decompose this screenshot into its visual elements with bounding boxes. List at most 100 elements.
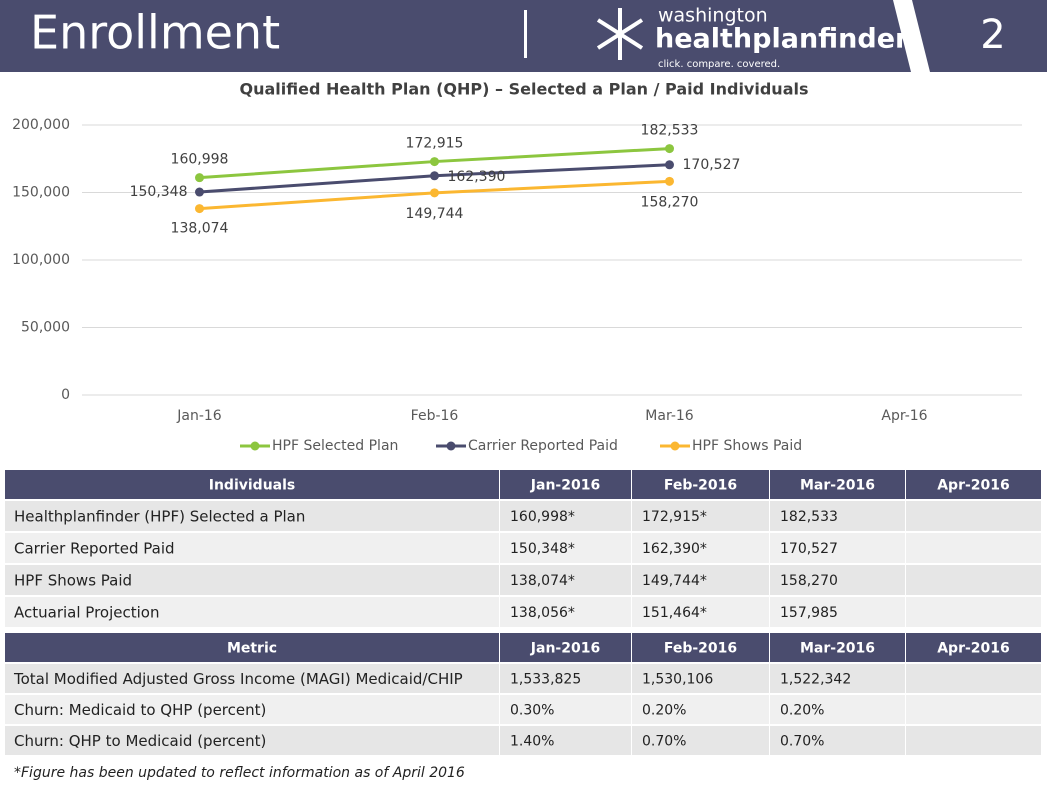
table-cell: [5, 533, 499, 563]
table-cell-text: Actuarial Projection: [14, 604, 159, 622]
data-label: 172,915: [406, 136, 464, 152]
table-cell: [770, 565, 905, 595]
table-cell-text: 151,464*: [642, 605, 707, 621]
table-header-cell: [770, 470, 905, 499]
table-cell: [906, 597, 1041, 627]
table-cell: [906, 695, 1041, 724]
table-cell: [5, 664, 499, 693]
header-stripe: [893, 0, 930, 72]
y-tick-label: 100,000: [12, 252, 70, 268]
logo-main: healthplanfinder: [655, 24, 909, 55]
table-cell-text: Healthplanfinder (HPF) Selected a Plan: [14, 508, 305, 526]
table-cell: [906, 664, 1041, 693]
table-cell: [500, 533, 631, 563]
table-cell: [5, 597, 499, 627]
table-cell: [500, 664, 631, 693]
table-header-text: Jan-2016: [530, 641, 600, 657]
legend-marker: [250, 441, 260, 451]
legend-marker: [670, 441, 680, 451]
table-cell: [5, 695, 499, 724]
table-header-cell: [500, 633, 631, 662]
data-label: 160,998: [171, 152, 229, 168]
table-cell: [632, 664, 769, 693]
table-cell-text: 160,998*: [510, 509, 575, 525]
table-header-cell: [770, 633, 905, 662]
x-tick-label: Apr-16: [881, 408, 927, 424]
table-header-text: Jan-2016: [530, 478, 600, 494]
table-header-text: Mar-2016: [800, 641, 875, 657]
table-cell-text: 0.20%: [642, 703, 686, 719]
table-header-cell: [906, 633, 1041, 662]
table-cell: [770, 664, 905, 693]
table-cell-text: 162,390*: [642, 541, 707, 557]
table-cell-text: 157,985: [780, 605, 838, 621]
table-cell: [770, 695, 905, 724]
point: [665, 144, 674, 154]
point: [665, 176, 674, 186]
point: [195, 173, 204, 183]
table-header-cell: [632, 633, 769, 662]
table-header-cell: [906, 470, 1041, 499]
table-cell-text: Carrier Reported Paid: [14, 540, 175, 558]
table-header-cell: [632, 470, 769, 499]
table-cell-text: Churn: QHP to Medicaid (percent): [14, 732, 266, 750]
y-tick-label: 50,000: [21, 320, 70, 336]
table-cell: [5, 565, 499, 595]
legend-marker: [446, 441, 456, 451]
point: [430, 188, 439, 198]
table-header-text: Mar-2016: [800, 478, 875, 494]
table-cell: [500, 597, 631, 627]
table-cell-text: 0.70%: [642, 734, 686, 750]
table-cell-text: 1.40%: [510, 734, 554, 750]
table-cell: [500, 695, 631, 724]
table-cell-text: 0.70%: [780, 734, 824, 750]
table-cell-text: 172,915*: [642, 509, 707, 525]
page-number: 2: [980, 12, 1005, 58]
slide-title: Enrollment: [30, 6, 280, 60]
table-cell: [632, 726, 769, 755]
data-label: 150,348: [130, 184, 188, 200]
logo-tagline: click. compare. covered.: [658, 59, 780, 70]
table-cell: [632, 597, 769, 627]
x-tick-label: Feb-16: [411, 408, 459, 424]
header-bar: [0, 0, 1047, 72]
table-cell: [906, 726, 1041, 755]
legend-label: Carrier Reported Paid: [468, 438, 618, 454]
table-cell: [500, 501, 631, 531]
table-cell: [632, 695, 769, 724]
table-cell: [770, 501, 905, 531]
table-cell-text: 1,522,342: [780, 672, 851, 688]
table-header-text: Individuals: [209, 478, 296, 494]
table-cell: [906, 501, 1041, 531]
table-header-cell: [500, 470, 631, 499]
x-tick-label: Jan-16: [176, 408, 222, 424]
data-label: 162,390: [448, 169, 506, 185]
y-tick-label: 150,000: [12, 185, 70, 201]
table-header-text: Feb-2016: [664, 478, 737, 494]
legend-label: HPF Shows Paid: [692, 438, 802, 454]
point: [665, 160, 674, 170]
x-tick-label: Mar-16: [645, 408, 693, 424]
table-cell: [770, 726, 905, 755]
table-cell: [906, 565, 1041, 595]
data-label: 158,270: [641, 194, 699, 210]
table-header-cell: [5, 470, 499, 499]
table-cell-text: 138,056*: [510, 605, 575, 621]
logo-top: washington: [658, 5, 768, 27]
table-cell: [500, 726, 631, 755]
table-cell-text: 182,533: [780, 509, 838, 525]
table-header-cell: [5, 633, 499, 662]
table-header-text: Metric: [227, 641, 277, 657]
table-header-text: Apr-2016: [937, 641, 1010, 657]
table-cell-text: 149,744*: [642, 573, 707, 589]
table-cell-text: 1,533,825: [510, 672, 581, 688]
data-label: 149,744: [406, 206, 464, 222]
table-cell: [500, 565, 631, 595]
logo-icon: [596, 8, 644, 60]
y-tick-label: 0: [61, 387, 70, 403]
chart-title: Qualified Health Plan (QHP) – Selected a…: [240, 80, 809, 99]
point: [430, 171, 439, 181]
table-cell-text: 138,074*: [510, 573, 575, 589]
table-cell: [632, 565, 769, 595]
table-cell: [5, 726, 499, 755]
